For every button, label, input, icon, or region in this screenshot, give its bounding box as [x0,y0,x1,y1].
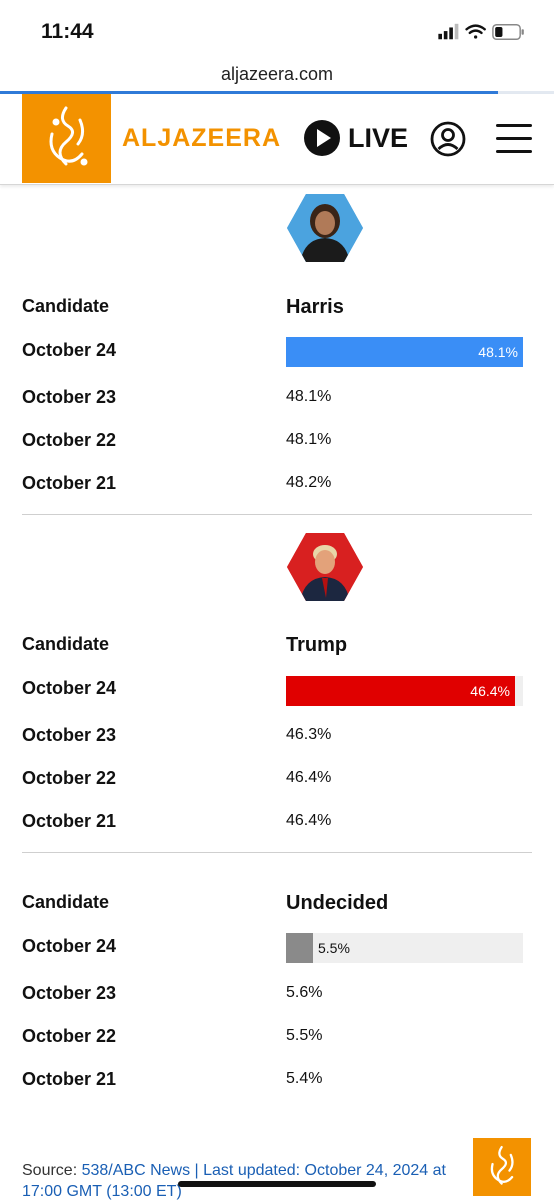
row-date: October 21 [22,811,117,831]
candidate-name: Undecided [286,892,389,914]
section-divider [22,514,532,515]
footer-logo-icon [490,1145,514,1185]
wifi-icon [465,24,486,39]
signal-icon [438,23,459,40]
status-bar: 11:44 [0,0,554,60]
site-header: ALJAZEERA LIVE [0,94,554,185]
candidate-name: Trump [286,634,348,656]
row-value: 46.4% [286,769,332,786]
hamburger-menu-icon[interactable] [496,124,532,154]
harris-avatar [287,194,363,262]
row-value: 5.4% [286,1070,323,1087]
row-value: 5.5% [286,1027,323,1044]
row-date: October 24 [22,340,117,360]
footer-aljazeera-logo[interactable] [473,1138,531,1196]
row-value: 48.1% [286,388,332,405]
row-date: October 22 [22,430,117,450]
page-load-progress [0,91,554,94]
url-bar[interactable]: aljazeera.com [0,60,554,92]
live-label: LIVE [348,122,409,153]
row-value: 48.1% [286,431,332,448]
poll-bar: 46.4% [286,676,523,706]
candidate-heading-label: Candidate [22,892,110,912]
aljazeera-logo-icon [49,106,88,166]
row-date: October 23 [22,387,117,407]
brand-wordmark[interactable]: ALJAZEERA [122,124,282,152]
source-credit: Source: 538/ABC News | Last updated: Oct… [22,1160,452,1202]
poll-bar-fill: 48.1% [286,337,523,367]
trump-avatar [287,533,363,601]
battery-icon [492,24,524,40]
status-icons [438,23,524,40]
row-date: October 22 [22,1026,117,1046]
row-value: 48.2% [286,474,332,491]
row-value: 46.3% [286,726,332,743]
poll-bar-value: 5.5% [318,940,350,956]
url-text: aljazeera.com [220,64,334,84]
poll-bar: 48.1% [286,337,523,367]
poll-bar: 5.5% [286,933,523,963]
live-button[interactable]: LIVE [304,120,408,156]
aljazeera-logo[interactable] [22,94,111,183]
poll-bar-fill: 46.4% [286,676,515,706]
home-indicator[interactable] [178,1181,376,1187]
row-value: 5.6% [286,984,323,1001]
source-link[interactable]: 538/ABC News | Last updated: October 24,… [22,1162,446,1200]
row-date: October 23 [22,725,117,745]
poll-bar-fill [286,933,313,963]
row-date: October 21 [22,473,117,493]
play-icon [304,120,340,156]
candidate-heading-label: Candidate [22,634,110,654]
source-prefix: Source: [22,1162,82,1179]
row-date: October 21 [22,1069,117,1089]
candidate-heading-label: Candidate [22,296,110,316]
candidate-name: Harris [286,296,344,318]
poll-bar-value: 48.1% [478,344,518,360]
poll-bar-value: 46.4% [470,683,510,699]
row-date: October 24 [22,678,117,698]
row-date: October 22 [22,768,117,788]
user-account-icon[interactable] [430,121,466,157]
section-divider [22,852,532,853]
row-value: 46.4% [286,812,332,829]
status-time: 11:44 [41,20,94,43]
row-date: October 24 [22,936,117,956]
row-date: October 23 [22,983,117,1003]
